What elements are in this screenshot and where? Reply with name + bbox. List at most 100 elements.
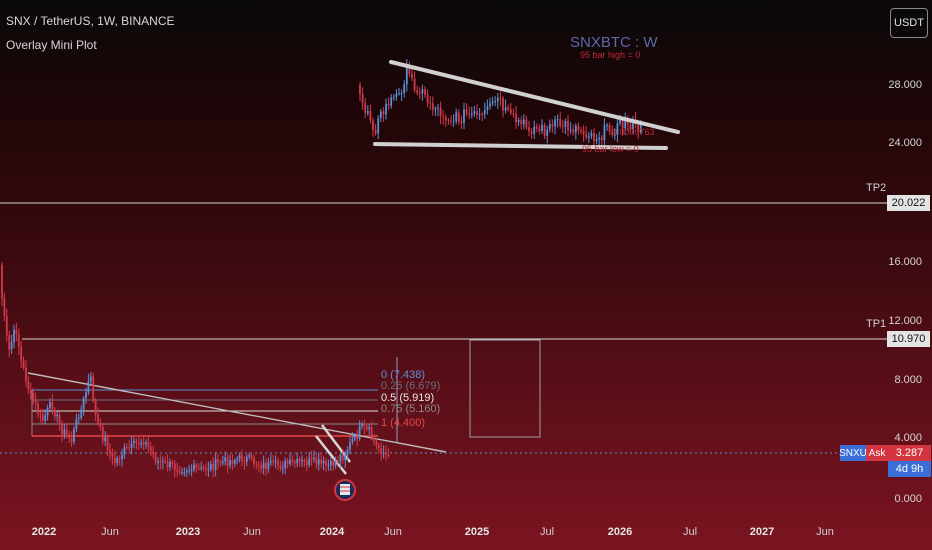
main-candle xyxy=(142,442,145,445)
price-axis-label: 28.000 xyxy=(888,79,922,91)
mini-candle xyxy=(395,93,398,97)
time-axis-label: Jul xyxy=(539,526,555,538)
main-candle xyxy=(101,426,104,442)
main-candle xyxy=(219,461,222,464)
tp1-price-box: 10.970 xyxy=(887,331,930,347)
main-candle xyxy=(224,457,227,462)
mini-candle xyxy=(600,137,603,141)
main-candle xyxy=(267,462,270,470)
main-candle xyxy=(317,459,320,465)
main-candle xyxy=(82,398,85,410)
mini-candle xyxy=(626,119,629,125)
main-candle xyxy=(310,458,313,460)
main-candle xyxy=(370,427,373,438)
tp1-label: TP1 xyxy=(866,318,887,330)
main-candle xyxy=(51,402,54,410)
mini-candle xyxy=(390,97,393,106)
mini-candle xyxy=(608,125,611,132)
main-candle xyxy=(265,462,267,470)
main-candle xyxy=(37,403,39,414)
mini-candle xyxy=(525,119,528,128)
mini-candle xyxy=(624,119,627,129)
main-candle xyxy=(339,454,342,462)
main-candle xyxy=(349,442,351,450)
mini-candle xyxy=(556,119,559,121)
time-axis-label: Jun xyxy=(101,526,119,538)
main-candle xyxy=(113,457,116,464)
mini-candle xyxy=(616,123,619,135)
main-candle xyxy=(284,460,287,468)
main-candle xyxy=(44,415,47,421)
main-candle xyxy=(8,335,11,350)
main-candle xyxy=(32,392,35,400)
main-candle xyxy=(272,460,275,462)
main-candle xyxy=(313,457,315,460)
time-axis-label: Jul xyxy=(682,526,698,538)
currency-button[interactable]: USDT xyxy=(890,8,928,38)
main-candle xyxy=(140,442,143,445)
time-axis-label: Jun xyxy=(384,526,402,538)
price-axis-label: 0.000 xyxy=(894,493,922,505)
main-candle xyxy=(197,467,200,469)
main-candle xyxy=(344,454,347,461)
main-candle xyxy=(289,459,291,464)
mini-candle xyxy=(533,126,536,134)
mini-plot-title: SNXBTC : W xyxy=(570,34,658,51)
main-candle xyxy=(356,435,359,440)
main-candle xyxy=(209,463,212,470)
main-candle xyxy=(337,460,339,462)
main-candle xyxy=(233,460,236,464)
mini-candle xyxy=(567,121,569,130)
main-candle xyxy=(73,428,75,442)
main-candle xyxy=(56,414,59,417)
mini-candle xyxy=(387,103,390,106)
main-candle xyxy=(279,465,282,468)
main-candle xyxy=(351,439,354,443)
mini-candle xyxy=(509,109,512,114)
mini-candle xyxy=(502,98,504,111)
main-candle xyxy=(212,463,215,470)
mini-candle xyxy=(372,120,374,130)
mini-candle xyxy=(481,114,484,116)
main-candle xyxy=(368,427,371,430)
main-candle xyxy=(353,435,356,440)
mini-candle xyxy=(574,125,577,133)
main-candle xyxy=(70,438,73,442)
time-axis-label: Jun xyxy=(243,526,261,538)
main-candle xyxy=(164,461,167,463)
main-candle xyxy=(166,461,169,468)
current-price-box: 3.287 xyxy=(888,445,931,461)
mini-candle xyxy=(361,94,364,104)
time-axis-label: 2023 xyxy=(175,526,201,538)
main-candle xyxy=(159,461,162,463)
main-candle xyxy=(303,459,306,461)
main-candle xyxy=(214,459,217,470)
main-candle xyxy=(193,464,195,470)
main-candle xyxy=(97,414,99,424)
main-candle xyxy=(1,264,3,299)
main-candle xyxy=(87,381,90,393)
mini-candle xyxy=(452,121,455,123)
main-candle xyxy=(221,461,224,464)
price-axis-label: 16.000 xyxy=(888,256,922,268)
main-candle xyxy=(334,460,337,467)
main-candle xyxy=(157,461,159,463)
mini-candle xyxy=(486,106,489,110)
main-candle xyxy=(49,402,51,408)
time-axis-label: 2025 xyxy=(464,526,490,538)
main-candle xyxy=(226,457,229,466)
mini-wedge-upper xyxy=(389,60,680,134)
mini-candle xyxy=(595,139,598,142)
mini-candle xyxy=(408,65,411,74)
mini-candle xyxy=(569,129,572,131)
mini-candle xyxy=(457,112,460,122)
mini-candle xyxy=(398,93,400,95)
main-candle xyxy=(296,458,299,464)
time-axis-label: 2024 xyxy=(319,526,345,538)
target-box xyxy=(469,339,541,438)
mini-candle xyxy=(629,124,632,130)
mini-candle xyxy=(470,113,473,115)
main-candle xyxy=(46,407,49,416)
